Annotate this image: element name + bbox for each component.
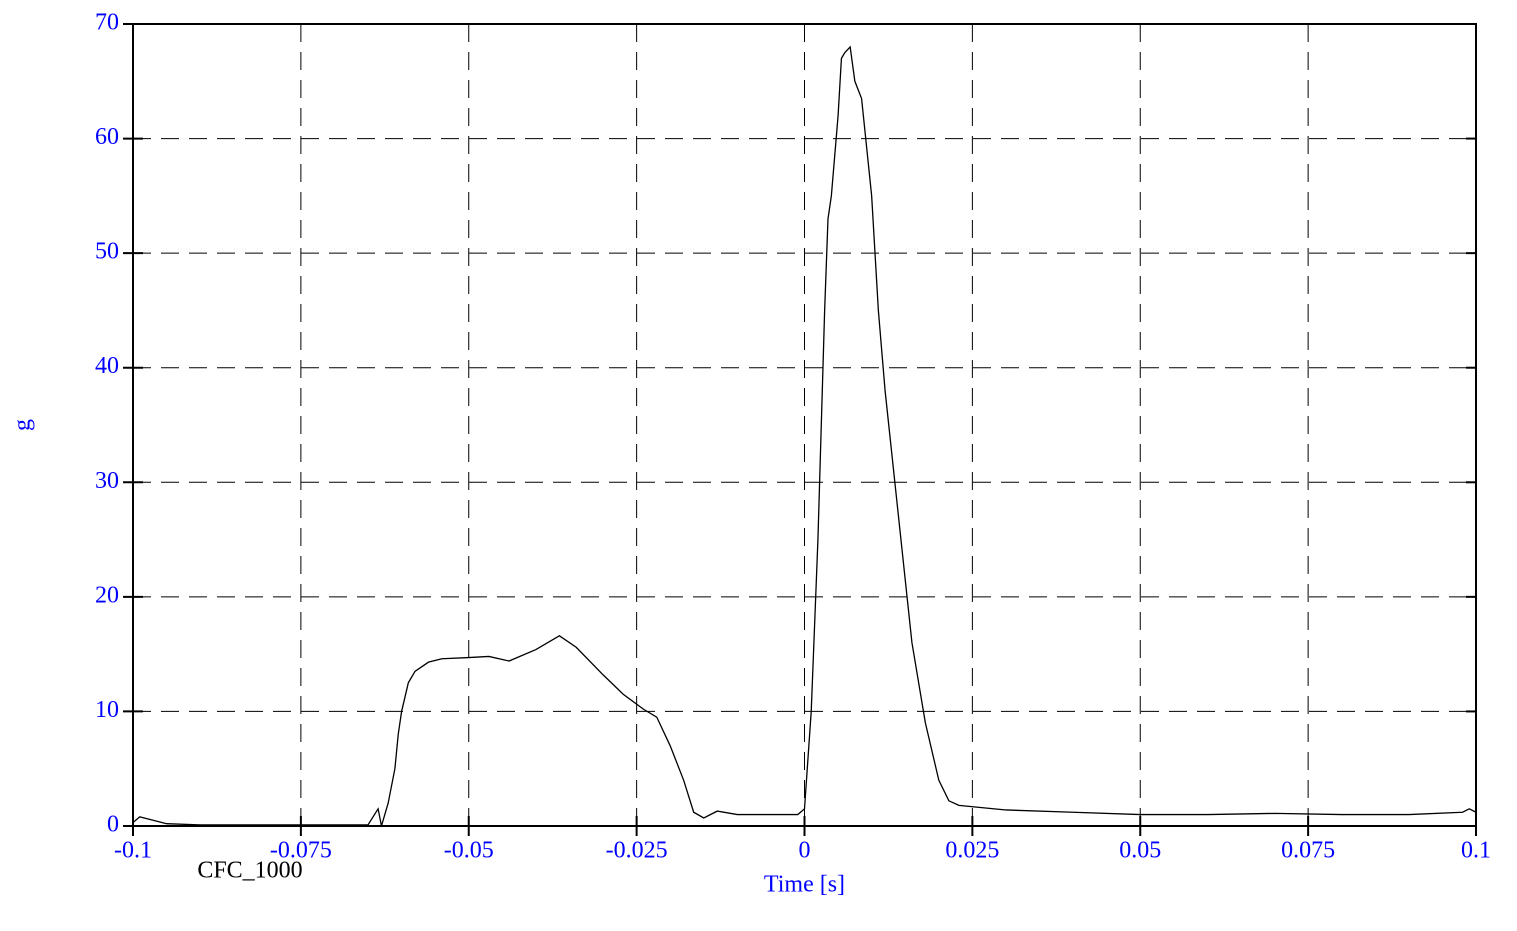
x-tick-label: 0.075 — [1281, 838, 1335, 864]
y-tick-label: 10 — [95, 697, 119, 723]
plot-frame — [132, 23, 1477, 827]
y-tick-label: 50 — [95, 239, 119, 265]
x-tick-label: -0.1 — [114, 838, 152, 864]
annotation: CFC_1000 — [197, 858, 302, 884]
y-tick-label: 60 — [95, 124, 119, 150]
y-tick-label: 40 — [95, 353, 119, 379]
y-tick-label: 70 — [95, 10, 119, 36]
x-axis-label: Time [s] — [764, 872, 845, 898]
x-tick-label: 0.1 — [1461, 838, 1491, 864]
x-tick-label: 0.025 — [945, 838, 999, 864]
x-tick-label: -0.05 — [444, 838, 494, 864]
data-line — [132, 45, 1477, 827]
y-tick-label: 20 — [95, 582, 119, 608]
y-axis-label: g — [10, 419, 36, 431]
x-tick-label: -0.025 — [606, 838, 668, 864]
x-tick-label: 0 — [799, 838, 811, 864]
x-tick-label: 0.05 — [1119, 838, 1161, 864]
x-tick-label: -0.075 — [270, 838, 332, 864]
y-tick-label: 0 — [107, 812, 119, 838]
y-tick-label: 30 — [95, 468, 119, 494]
